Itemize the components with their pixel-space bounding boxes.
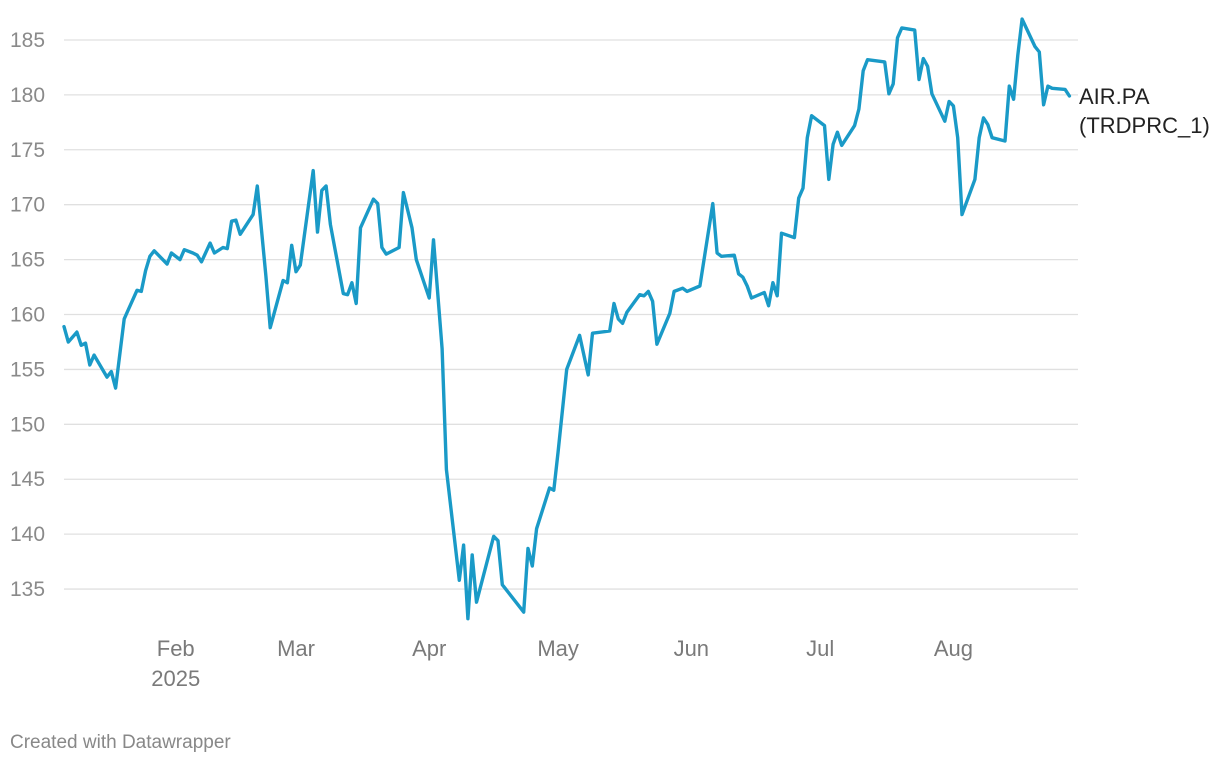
y-axis: 135 140 145 150 155 160 165 170 175 180 185 <box>10 29 45 601</box>
y-tick-label: 180 <box>10 84 45 107</box>
y-tick-label: 185 <box>10 29 45 52</box>
y-gridlines <box>64 39 1078 590</box>
x-tick-sublabel: 2025 <box>151 666 200 691</box>
y-tick-label: 175 <box>10 139 45 162</box>
series-line <box>62 17 1072 621</box>
series-layer <box>62 17 1072 621</box>
series-end-label: AIR.PA (TRDPRC_1) <box>1079 84 1210 138</box>
y-tick-label: 150 <box>10 413 45 436</box>
x-axis: Feb 2025 Mar Apr May Jun Jul Aug <box>151 636 973 691</box>
x-tick-label: Jun <box>674 636 709 661</box>
y-tick-label: 135 <box>10 578 45 601</box>
x-tick-label: Feb <box>157 636 195 661</box>
x-tick-label: May <box>537 636 579 661</box>
series-labels: AIR.PA (TRDPRC_1) <box>1079 84 1210 138</box>
y-tick-label: 140 <box>10 523 45 546</box>
y-tick-label: 145 <box>10 468 45 491</box>
footer-credit: Created with Datawrapper <box>10 732 231 753</box>
y-tick-label: 170 <box>10 194 45 217</box>
x-tick-label: Jul <box>806 636 834 661</box>
y-tick-label: 165 <box>10 249 45 272</box>
x-tick-label: Apr <box>412 636 446 661</box>
x-tick-label: Mar <box>277 636 315 661</box>
y-tick-label: 155 <box>10 358 45 381</box>
x-tick-label: Aug <box>934 636 973 661</box>
y-tick-label: 160 <box>10 304 45 327</box>
